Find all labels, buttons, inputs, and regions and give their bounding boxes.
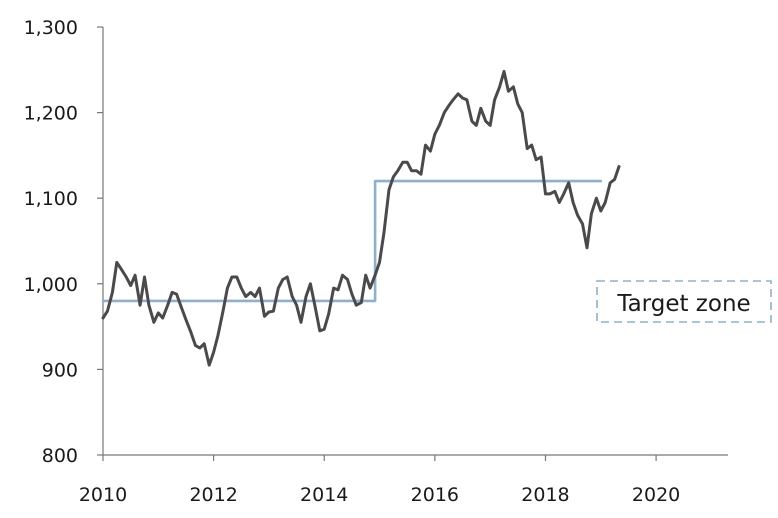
x-tick-label: 2018 — [521, 484, 569, 506]
y-tick-label: 1,100 — [24, 188, 78, 210]
y-axis: 800 900 1,000 1,100 1,200 1,300 — [24, 17, 104, 467]
y-tick-label: 900 — [42, 359, 78, 381]
y-tick-label: 1,200 — [24, 103, 78, 125]
series-layer — [101, 70, 621, 367]
x-tick-label: 2012 — [189, 484, 237, 506]
x-tick-label: 2020 — [632, 484, 680, 506]
target-zone-label: Target zone — [616, 291, 750, 317]
x-tick-label: 2014 — [300, 484, 348, 506]
x-tick-label: 2016 — [411, 484, 459, 506]
x-axis: 2010 2012 2014 2016 2018 2020 — [79, 454, 728, 506]
y-tick-label: 800 — [42, 445, 78, 467]
x-tick-label: 2010 — [79, 484, 127, 506]
series-line-target — [101, 179, 603, 303]
target-zone-box — [596, 280, 772, 323]
series-line-actual — [101, 70, 621, 367]
y-tick-label: 1,300 — [24, 17, 78, 39]
target-zone-annotation: Target zone — [596, 280, 772, 323]
y-tick-label: 1,000 — [24, 274, 78, 296]
